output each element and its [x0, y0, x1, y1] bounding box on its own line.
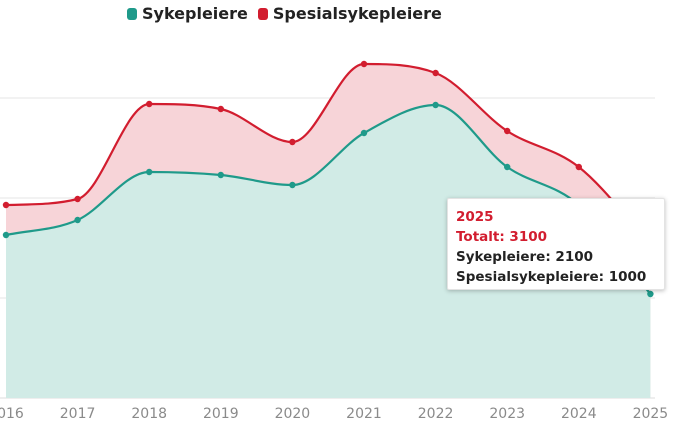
point-sykepleiere-2025[interactable]	[647, 290, 654, 298]
tooltip-sykepleiere: Sykepleiere: 2100	[456, 249, 594, 265]
tooltip-spesialsykepleiere: Spesialsykepleiere: 1000	[456, 269, 647, 285]
x-tick-label: 2023	[489, 406, 525, 422]
point-spesialsykepleiere-2018[interactable]	[146, 100, 153, 108]
point-sykepleiere-2022[interactable]	[432, 101, 439, 109]
area-sykepleiere	[6, 105, 651, 398]
tooltip-total: Totalt: 3100	[456, 229, 548, 245]
point-spesialsykepleiere-2023[interactable]	[504, 127, 511, 135]
point-sykepleiere-2019[interactable]	[217, 171, 224, 179]
point-sykepleiere-2021[interactable]	[360, 129, 368, 137]
x-tick-label: 2024	[561, 406, 597, 422]
point-spesialsykepleiere-2020[interactable]	[289, 138, 296, 146]
legend-label-spesialsykepleiere: Spesialsykepleiere	[272, 4, 442, 23]
point-spesialsykepleiere-2016[interactable]	[2, 201, 10, 209]
point-sykepleiere-2018[interactable]	[146, 168, 153, 176]
x-tick-label: 2025	[633, 406, 669, 422]
x-tick-label: 2019	[203, 406, 239, 422]
tooltip: 2025 Totalt: 3100 Sykepleiere: 2100 Spes…	[447, 198, 665, 290]
legend-label-sykepleiere: Sykepleiere	[142, 4, 248, 23]
point-spesialsykepleiere-2022[interactable]	[432, 69, 439, 77]
x-tick-label: 2022	[418, 406, 454, 422]
point-sykepleiere-2016[interactable]	[2, 231, 10, 239]
legend-item-spesialsykepleiere[interactable]: Spesialsykepleiere	[257, 4, 442, 23]
point-spesialsykepleiere-2017[interactable]	[74, 195, 81, 203]
point-sykepleiere-2023[interactable]	[504, 163, 511, 171]
x-tick-label: 2016	[0, 406, 24, 422]
legend: Sykepleiere Spesialsykepleiere	[127, 4, 442, 23]
line-spesialsykepleiere	[5, 62, 652, 245]
tooltip-year: 2025	[456, 209, 494, 225]
legend-swatch-spesialsykepleiere	[257, 7, 268, 20]
point-spesialsykepleiere-2024[interactable]	[575, 163, 582, 171]
point-sykepleiere-2017[interactable]	[74, 216, 81, 224]
x-tick-label: 2020	[275, 406, 311, 422]
point-sykepleiere-2020[interactable]	[289, 181, 296, 189]
point-spesialsykepleiere-2021[interactable]	[360, 60, 368, 68]
line-sykepleiere	[5, 103, 652, 295]
legend-swatch-sykepleiere	[127, 7, 137, 20]
x-tick-label: 2021	[346, 406, 382, 422]
x-tick-label: 2017	[60, 406, 96, 422]
point-spesialsykepleiere-2019[interactable]	[217, 105, 224, 113]
x-tick-label: 2018	[131, 406, 167, 422]
legend-item-sykepleiere[interactable]: Sykepleiere	[127, 4, 248, 23]
